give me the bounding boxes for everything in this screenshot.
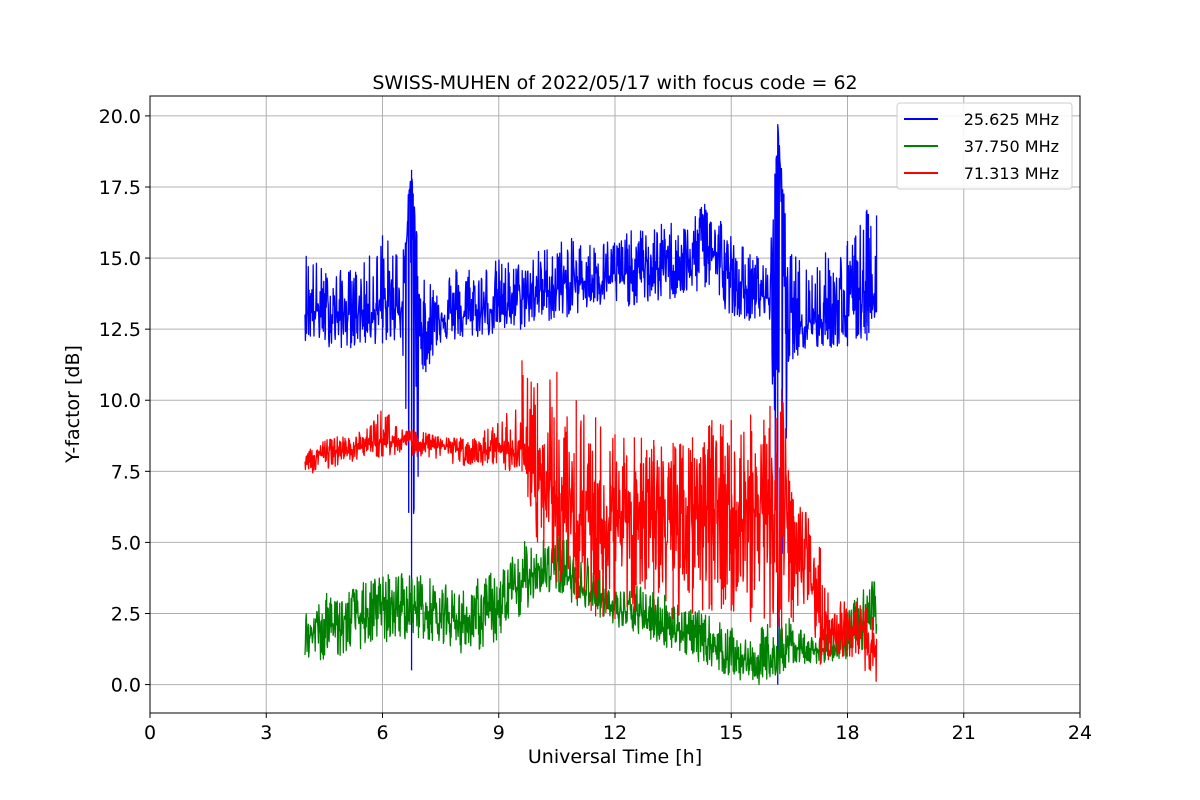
x-tick-label-5: 15: [719, 722, 743, 744]
x-tick-label-7: 21: [952, 722, 976, 744]
y-tick-label-8: 20.0: [99, 106, 141, 128]
y-tick-label-3: 7.5: [111, 461, 141, 483]
y-tick-label-2: 5.0: [111, 532, 141, 554]
legend-label-0: 25.625 MHz: [964, 110, 1059, 129]
x-tick-label-3: 9: [493, 722, 505, 744]
chart-title: SWISS-MUHEN of 2022/05/17 with focus cod…: [372, 72, 857, 94]
y-tick-label-0: 0.0: [111, 675, 141, 697]
x-axis-label: Universal Time [h]: [528, 746, 702, 768]
x-tick-label-2: 6: [376, 722, 388, 744]
x-tick-label-6: 18: [835, 722, 859, 744]
legend-box: [896, 102, 1073, 190]
legend-label-1: 37.750 MHz: [964, 137, 1059, 156]
series-layer: [304, 123, 878, 686]
y-axis-label: Y-factor [dB]: [62, 345, 84, 464]
y-tick-label-7: 17.5: [99, 177, 141, 199]
y-tick-label-5: 12.5: [99, 319, 141, 341]
x-axis: 0 3 6 9 12 15 18 21 24: [144, 713, 1092, 744]
x-tick-label-0: 0: [144, 722, 156, 744]
y-tick-label-6: 15.0: [99, 248, 141, 270]
x-tick-label-8: 24: [1068, 722, 1092, 744]
series-line-0: [304, 123, 878, 685]
y-axis: 0.0 2.5 5.0 7.5 10.0 12.5 15.0 17.5 20.0: [99, 106, 150, 697]
x-tick-label-1: 3: [260, 722, 272, 744]
y-tick-label-4: 10.0: [99, 390, 141, 412]
series-line-2: [304, 360, 878, 682]
x-tick-label-4: 12: [603, 722, 627, 744]
legend: 25.625 MHz 37.750 MHz 71.313 MHz: [896, 102, 1073, 190]
y-tick-label-1: 2.5: [111, 603, 141, 625]
legend-label-2: 71.313 MHz: [964, 164, 1059, 183]
